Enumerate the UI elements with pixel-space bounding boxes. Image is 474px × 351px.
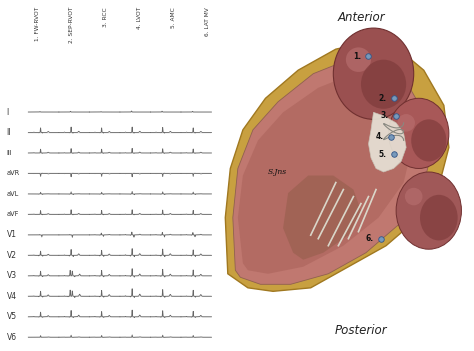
Text: 3. RCC: 3. RCC (102, 7, 108, 27)
Text: 3.: 3. (381, 111, 389, 120)
Ellipse shape (420, 195, 458, 240)
Text: V3: V3 (7, 271, 17, 280)
Point (365, 53, 372, 59)
Polygon shape (233, 60, 431, 284)
Text: 5. AMC: 5. AMC (171, 7, 176, 28)
Text: 1. FW-RVOT: 1. FW-RVOT (35, 7, 39, 41)
Text: V2: V2 (7, 251, 17, 260)
Ellipse shape (333, 28, 414, 119)
Ellipse shape (397, 114, 415, 132)
Text: Anterior: Anterior (337, 11, 385, 24)
Text: 5.: 5. (378, 150, 386, 159)
Text: aVR: aVR (7, 171, 20, 177)
Ellipse shape (396, 172, 461, 249)
Ellipse shape (405, 188, 422, 205)
Text: aVL: aVL (7, 191, 19, 197)
Point (390, 152, 397, 157)
Polygon shape (225, 42, 449, 291)
Point (377, 236, 385, 241)
Text: 6.: 6. (365, 234, 374, 243)
Text: 4.: 4. (375, 132, 383, 141)
Text: V5: V5 (7, 312, 17, 321)
Text: 2.: 2. (378, 94, 386, 103)
Ellipse shape (389, 98, 449, 168)
Ellipse shape (411, 119, 447, 161)
Point (390, 95, 397, 101)
Text: V4: V4 (7, 292, 17, 301)
Text: V1: V1 (7, 230, 17, 239)
Text: I: I (7, 107, 9, 117)
Polygon shape (283, 176, 361, 260)
Text: 6. LAT MV: 6. LAT MV (205, 7, 210, 36)
Text: aVF: aVF (7, 211, 19, 217)
Point (392, 113, 400, 119)
Text: 4. LVOT: 4. LVOT (137, 7, 142, 29)
Text: S.Jns: S.Jns (268, 168, 287, 176)
Point (387, 134, 395, 140)
Text: V6: V6 (7, 333, 17, 342)
Text: II: II (7, 128, 11, 137)
Text: III: III (7, 150, 12, 156)
Text: Posterior: Posterior (335, 324, 387, 337)
Ellipse shape (361, 60, 406, 109)
Polygon shape (238, 74, 414, 274)
Polygon shape (368, 112, 406, 172)
Ellipse shape (346, 47, 371, 72)
Text: 1.: 1. (353, 52, 361, 61)
Text: 2. SEP-RVOT: 2. SEP-RVOT (69, 7, 73, 44)
